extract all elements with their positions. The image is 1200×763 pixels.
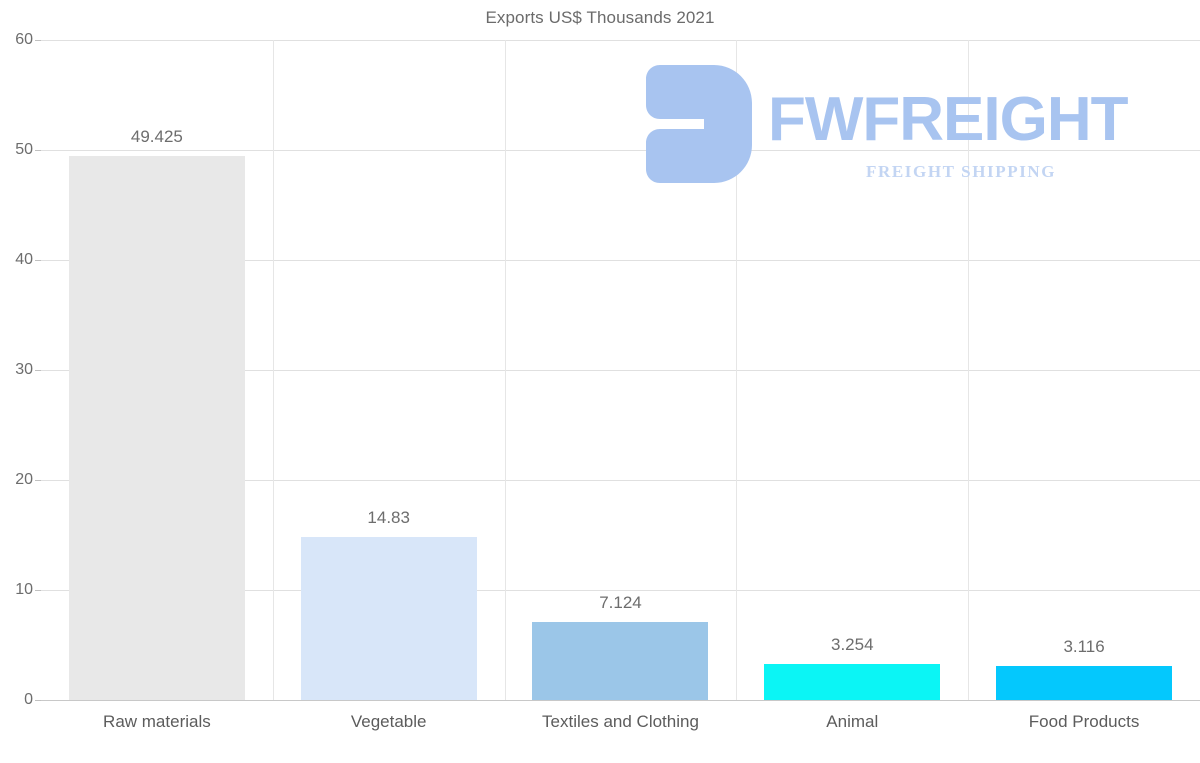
bar[interactable] (996, 665, 1173, 700)
y-axis-tick-label: 0 (24, 691, 33, 708)
gridline-horizontal (41, 260, 1200, 261)
gridline-horizontal (41, 590, 1200, 591)
bar-group[interactable]: 3.254 Animal (736, 0, 968, 763)
gridline-vertical (504, 40, 506, 700)
y-axis: 0 10 20 30 40 50 60 (0, 0, 33, 763)
y-axis-tick (35, 260, 41, 261)
bar-value-label: 14.83 (367, 507, 410, 527)
y-axis-tick-label: 10 (15, 581, 33, 598)
y-axis-tick-label: 40 (15, 251, 33, 268)
gridline-vertical (272, 40, 274, 700)
gridline-horizontal (41, 370, 1200, 371)
bar[interactable] (764, 664, 941, 700)
bar[interactable] (300, 536, 477, 700)
bars-layer: 49.425 Raw materials 14.83 Vegetable 7.124 Te… (41, 0, 1200, 763)
y-axis-tick (35, 370, 41, 371)
gridline-horizontal (41, 480, 1200, 481)
y-axis-tick-label: 20 (15, 471, 33, 488)
chart-title: Exports US$ Thousands 2021 (485, 8, 715, 27)
bar-value-label: 7.124 (599, 592, 642, 612)
y-axis-tick (35, 480, 41, 481)
x-axis-category-label: Raw materials (103, 712, 211, 731)
y-axis-tick (35, 40, 41, 41)
x-axis-category-label: Textiles and Clothing (542, 712, 699, 731)
y-axis-tick (35, 590, 41, 591)
x-axis-category-label: Vegetable (350, 712, 427, 731)
y-axis-tick (35, 150, 41, 151)
gridline-horizontal (41, 40, 1200, 41)
bar[interactable] (532, 621, 709, 700)
y-axis-tick (35, 700, 41, 701)
y-axis-tick-label: 50 (15, 141, 33, 158)
bar-group[interactable]: 14.83 Vegetable (273, 0, 505, 763)
bar-group[interactable]: 49.425 Raw materials (41, 0, 273, 763)
x-axis-category-label: Food Products (1028, 712, 1140, 731)
bar[interactable] (68, 156, 245, 700)
y-axis-tick-label: 30 (15, 361, 33, 378)
gridline-vertical (968, 40, 970, 700)
x-axis-category-label: Animal (826, 712, 879, 731)
gridline-horizontal (41, 150, 1200, 151)
bar-group[interactable]: 3.116 Food Products (968, 0, 1200, 763)
y-axis-tick-label: 60 (15, 31, 33, 48)
bar-value-label: 3.116 (1063, 636, 1105, 656)
gridline-vertical (736, 40, 738, 700)
bar-group[interactable]: 7.124 Textiles and Clothing (505, 0, 737, 763)
x-axis-line (41, 700, 1200, 701)
bar-value-label: 49.425 (130, 127, 183, 147)
bar-value-label: 3.254 (831, 635, 874, 655)
